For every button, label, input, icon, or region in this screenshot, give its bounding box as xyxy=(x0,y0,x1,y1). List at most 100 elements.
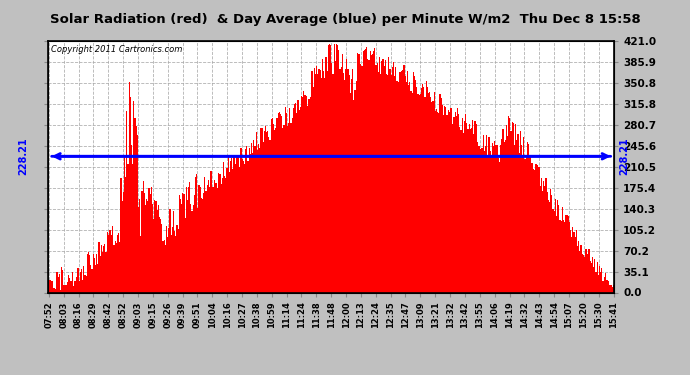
Bar xyxy=(560,221,562,292)
Bar xyxy=(158,205,159,292)
Bar xyxy=(450,108,451,292)
Bar xyxy=(528,144,529,292)
Bar xyxy=(586,249,587,292)
Bar xyxy=(175,236,177,292)
Bar xyxy=(203,193,204,292)
Bar xyxy=(451,108,452,292)
Bar xyxy=(216,183,217,292)
Bar xyxy=(444,106,445,292)
Bar xyxy=(257,150,258,292)
Bar xyxy=(370,51,371,292)
Bar xyxy=(251,143,252,292)
Bar xyxy=(480,149,482,292)
Bar xyxy=(262,142,264,292)
Bar xyxy=(290,123,292,292)
Bar xyxy=(555,199,556,292)
Bar xyxy=(148,188,150,292)
Bar xyxy=(600,272,601,292)
Bar xyxy=(297,100,299,292)
Bar xyxy=(308,99,309,292)
Bar xyxy=(264,131,265,292)
Bar xyxy=(566,215,568,292)
Bar xyxy=(601,268,602,292)
Bar xyxy=(329,44,330,292)
Bar xyxy=(184,218,186,292)
Bar xyxy=(506,125,507,292)
Bar xyxy=(336,44,337,292)
Bar xyxy=(153,219,155,292)
Bar xyxy=(397,82,399,292)
Bar xyxy=(106,232,108,292)
Bar xyxy=(84,275,86,292)
Bar xyxy=(536,164,538,292)
Bar xyxy=(147,201,148,292)
Bar xyxy=(272,118,273,292)
Bar xyxy=(67,282,68,292)
Bar xyxy=(348,75,350,292)
Bar xyxy=(426,87,428,292)
Bar xyxy=(246,146,248,292)
Bar xyxy=(484,151,485,292)
Bar xyxy=(233,156,235,292)
Bar xyxy=(497,158,499,292)
Bar xyxy=(549,202,550,292)
Bar xyxy=(52,281,53,292)
Bar xyxy=(121,201,123,292)
Bar xyxy=(258,144,259,292)
Bar xyxy=(195,177,196,292)
Bar xyxy=(611,285,612,292)
Bar xyxy=(333,44,335,292)
Bar xyxy=(471,128,472,292)
Bar xyxy=(260,128,262,292)
Bar xyxy=(287,126,288,292)
Bar xyxy=(239,166,240,292)
Bar xyxy=(337,45,338,292)
Bar xyxy=(599,266,600,292)
Bar xyxy=(70,282,72,292)
Bar xyxy=(568,216,569,292)
Bar xyxy=(245,150,246,292)
Bar xyxy=(159,217,160,292)
Bar xyxy=(218,173,219,292)
Bar xyxy=(268,137,270,292)
Bar xyxy=(393,62,394,292)
Bar xyxy=(562,207,563,292)
Bar xyxy=(514,145,515,292)
Bar xyxy=(502,129,504,292)
Bar xyxy=(386,74,387,292)
Bar xyxy=(374,48,375,292)
Bar xyxy=(270,119,272,292)
Bar xyxy=(420,94,421,292)
Bar xyxy=(275,128,277,292)
Bar xyxy=(542,191,543,292)
Bar xyxy=(392,67,393,292)
Bar xyxy=(364,51,365,292)
Bar xyxy=(137,135,138,292)
Bar xyxy=(453,117,455,292)
Bar xyxy=(469,124,470,292)
Bar xyxy=(406,82,407,292)
Bar xyxy=(589,249,590,292)
Bar xyxy=(164,240,165,292)
Bar xyxy=(351,79,352,292)
Bar xyxy=(299,107,301,292)
Bar xyxy=(88,252,89,292)
Bar xyxy=(279,112,280,292)
Text: 228.21: 228.21 xyxy=(620,138,629,175)
Bar xyxy=(306,96,307,292)
Bar xyxy=(570,230,571,292)
Bar xyxy=(145,205,146,292)
Bar xyxy=(97,264,99,292)
Bar xyxy=(324,78,326,292)
Bar xyxy=(108,235,109,292)
Bar xyxy=(277,113,279,292)
Bar xyxy=(194,195,195,292)
Bar xyxy=(415,80,416,292)
Bar xyxy=(473,134,475,292)
Bar xyxy=(243,161,244,292)
Bar xyxy=(388,57,389,292)
Bar xyxy=(302,97,304,292)
Bar xyxy=(494,141,495,292)
Bar xyxy=(472,120,473,292)
Bar xyxy=(59,274,60,292)
